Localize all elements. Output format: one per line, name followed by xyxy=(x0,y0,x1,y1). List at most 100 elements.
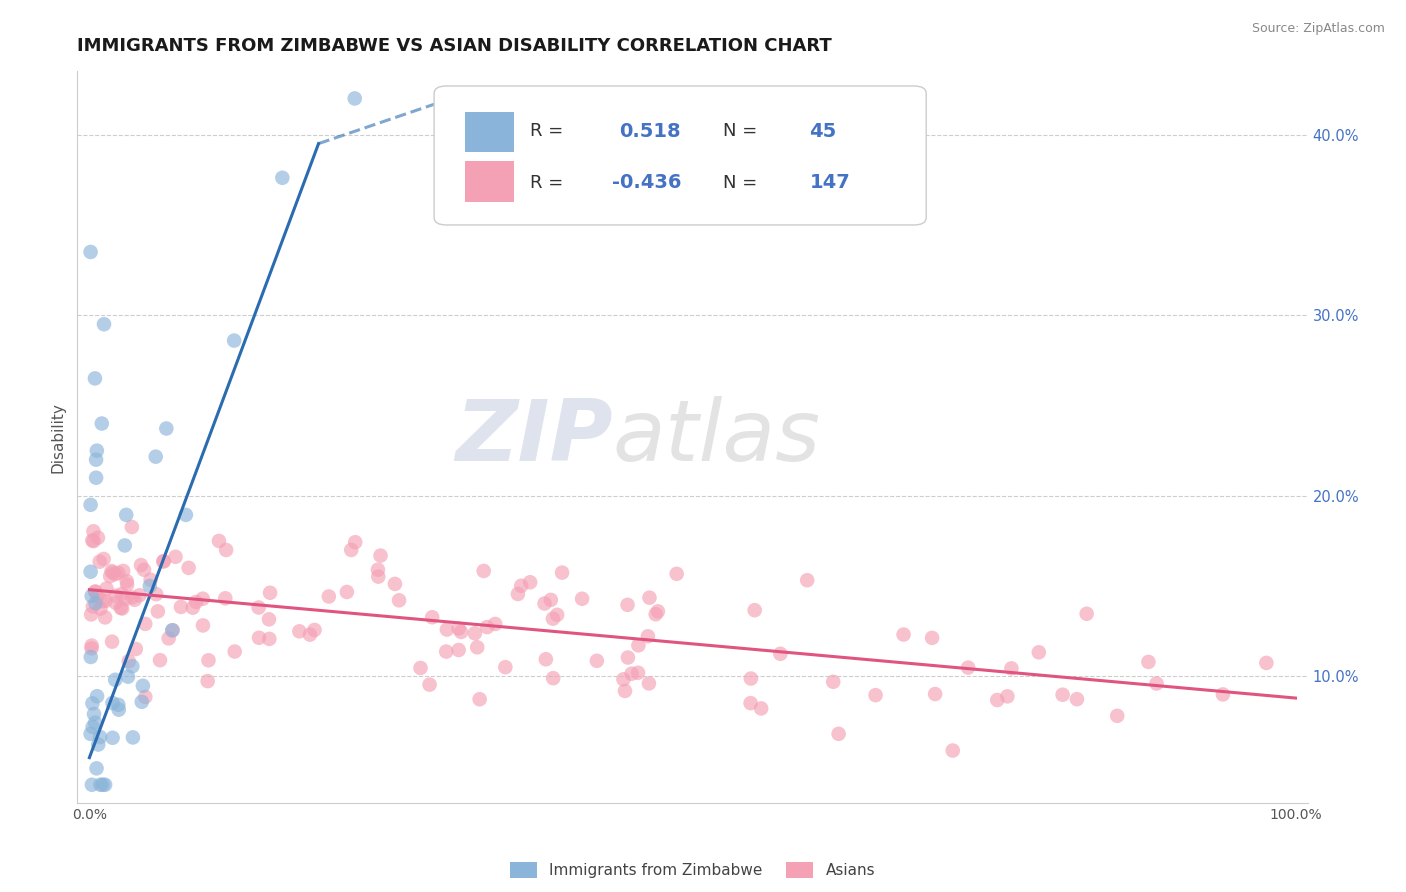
Point xyxy=(827,727,849,741)
Point xyxy=(447,643,470,657)
Point xyxy=(82,524,104,539)
Point xyxy=(134,616,156,631)
Point xyxy=(343,91,366,105)
Point xyxy=(247,631,270,645)
Point xyxy=(1066,692,1088,706)
Point xyxy=(134,690,156,704)
Point xyxy=(107,566,129,580)
Point xyxy=(644,607,666,622)
Point xyxy=(510,579,533,593)
Point xyxy=(125,642,148,657)
Point xyxy=(1256,656,1278,670)
Text: N =: N = xyxy=(723,174,763,192)
Point xyxy=(89,601,111,615)
Point xyxy=(94,610,117,624)
Point xyxy=(224,644,246,658)
Point xyxy=(139,579,162,593)
Point xyxy=(617,650,640,665)
Point xyxy=(177,561,200,575)
Point xyxy=(93,317,115,331)
Point xyxy=(121,520,143,534)
Point xyxy=(115,508,138,522)
Point xyxy=(546,607,568,622)
Point xyxy=(637,629,659,643)
Point xyxy=(84,471,107,485)
Text: 0.518: 0.518 xyxy=(619,122,681,141)
Point xyxy=(257,612,280,626)
Point xyxy=(101,731,124,745)
Point xyxy=(87,738,110,752)
Point xyxy=(91,778,114,792)
Point xyxy=(298,627,321,641)
Point xyxy=(384,577,406,591)
Point xyxy=(447,622,470,636)
Point xyxy=(304,623,326,637)
Point xyxy=(986,693,1008,707)
Point xyxy=(118,654,141,668)
Point xyxy=(336,585,359,599)
Point xyxy=(616,598,638,612)
Point xyxy=(475,620,498,634)
Point xyxy=(152,554,174,568)
Point xyxy=(367,563,389,577)
Point xyxy=(115,574,138,588)
Point xyxy=(340,543,363,558)
FancyBboxPatch shape xyxy=(465,112,515,152)
Point xyxy=(1000,661,1022,675)
Point xyxy=(409,661,432,675)
Point xyxy=(541,612,564,626)
Point xyxy=(121,591,143,605)
Point xyxy=(101,696,124,710)
Point xyxy=(94,594,117,608)
Point xyxy=(586,654,609,668)
Point xyxy=(117,670,139,684)
Point xyxy=(638,676,661,690)
Y-axis label: Disability: Disability xyxy=(51,401,66,473)
Point xyxy=(104,589,127,603)
Point xyxy=(79,727,101,741)
Point xyxy=(865,688,887,702)
Point xyxy=(551,566,574,580)
Point xyxy=(288,624,311,639)
Point xyxy=(318,590,340,604)
Point xyxy=(86,443,108,458)
Point xyxy=(541,671,564,685)
Point xyxy=(247,600,270,615)
Point xyxy=(111,601,134,615)
Point xyxy=(93,552,115,566)
Point xyxy=(82,697,104,711)
Point xyxy=(749,701,772,715)
Text: Source: ZipAtlas.com: Source: ZipAtlas.com xyxy=(1251,22,1385,36)
Point xyxy=(259,632,281,646)
Point xyxy=(84,371,107,385)
Point xyxy=(91,594,114,608)
Point xyxy=(921,631,943,645)
FancyBboxPatch shape xyxy=(434,86,927,225)
Point xyxy=(107,698,129,712)
Point xyxy=(620,666,643,681)
Point xyxy=(740,696,762,710)
Point xyxy=(367,569,389,583)
Point xyxy=(571,591,593,606)
Point xyxy=(665,566,688,581)
Point xyxy=(128,588,150,602)
Point xyxy=(744,603,766,617)
Point xyxy=(104,596,127,610)
Point xyxy=(89,555,111,569)
Point xyxy=(145,587,167,601)
Point xyxy=(111,587,134,601)
Point xyxy=(420,610,443,624)
Point xyxy=(472,564,495,578)
Point xyxy=(1028,645,1050,659)
Point xyxy=(84,584,107,599)
Point xyxy=(153,554,176,568)
Point xyxy=(132,563,155,577)
Point xyxy=(419,677,441,691)
Point xyxy=(796,574,818,588)
Point xyxy=(124,592,146,607)
Point xyxy=(157,632,180,646)
Point xyxy=(162,623,184,637)
Point xyxy=(344,535,367,549)
Point xyxy=(638,591,661,605)
Point xyxy=(94,778,117,792)
